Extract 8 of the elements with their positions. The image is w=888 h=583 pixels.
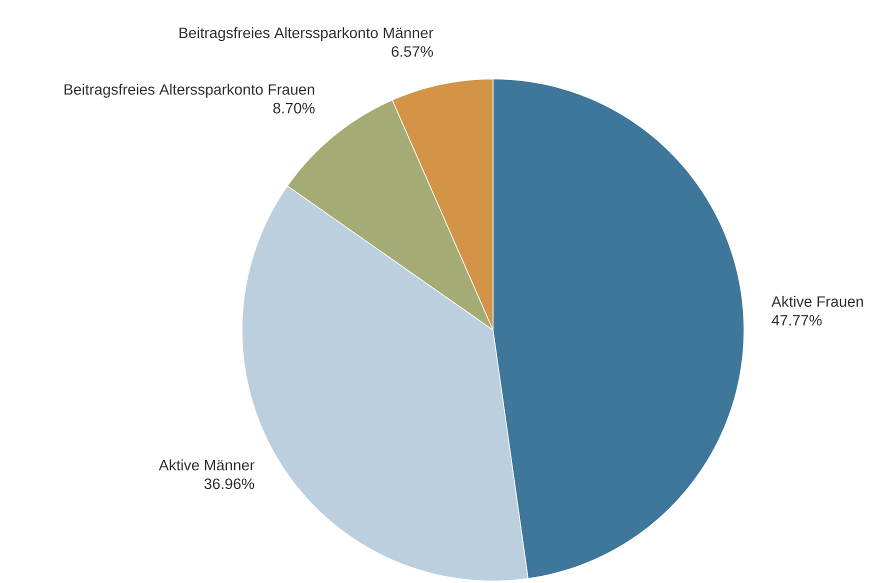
data-label: 47.77% xyxy=(772,315,822,326)
data-label: 36.96% xyxy=(204,478,254,490)
slice-label: Beitragsfreies Alterssparkonto Männer xyxy=(180,27,434,42)
slice-label: Beitragsfreies Alterssparkonto Frauen xyxy=(64,84,314,98)
data-label: 8.70% xyxy=(273,102,315,114)
slice-label: Aktive Frauen xyxy=(771,296,863,307)
slice-label: Aktive Männer xyxy=(158,459,254,470)
data-label: 6.57% xyxy=(392,46,433,57)
